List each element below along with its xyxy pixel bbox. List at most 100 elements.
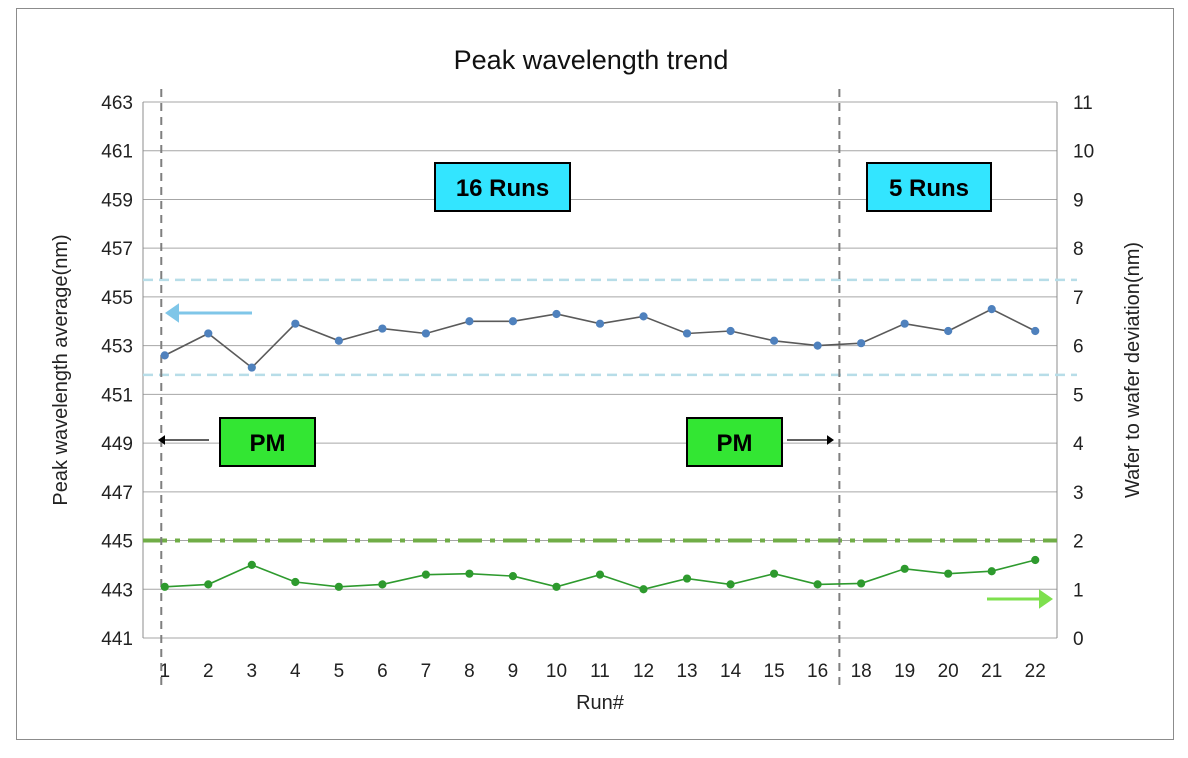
wavelength-point — [421, 329, 431, 338]
right-axis-arrow-head — [1039, 589, 1053, 609]
annotation-pm-right-label: PM — [717, 430, 753, 457]
annotation-5-runs-label: 5 Runs — [889, 175, 969, 202]
left-axis-arrow-head — [165, 303, 179, 323]
wavelength-point — [944, 326, 953, 336]
left-tick-label: 447 — [101, 483, 133, 504]
chart-frame: 441 443 445 447 449 451 453 455 457 459 461 463 0 1 2 3… — [16, 8, 1174, 740]
deviation-point — [944, 569, 953, 578]
wavelength-point — [378, 324, 387, 333]
wavelength-point — [160, 351, 169, 360]
x-tick-label: 6 — [377, 661, 388, 682]
deviation-point — [1031, 555, 1040, 565]
wavelength-point — [595, 319, 605, 328]
annotation-pm-left-box — [219, 417, 316, 467]
x-tick-label: 4 — [290, 661, 301, 682]
x-tick-label: 7 — [421, 661, 432, 682]
pm-left-arrow-head — [158, 435, 165, 445]
x-tick-label: 1 — [159, 661, 170, 682]
x-tick-label: 3 — [247, 661, 258, 682]
deviation-point — [421, 570, 431, 579]
x-tick-label: 2 — [203, 661, 214, 682]
x-tick-label: 22 — [1025, 661, 1046, 682]
deviation-point — [160, 582, 169, 591]
left-tick-label: 443 — [101, 580, 133, 601]
y-axis-title: Peak wavelength average(nm) — [50, 234, 72, 505]
x-tick-label: 12 — [633, 661, 654, 682]
right-tick-label: 0 — [1073, 629, 1084, 650]
deviation-point — [857, 579, 866, 588]
annotation-pm-right-box — [686, 417, 783, 467]
wavelength-point — [682, 329, 692, 338]
right-tick-label: 5 — [1073, 385, 1084, 406]
deviation-point — [334, 582, 343, 591]
x-tick-label: 16 — [807, 661, 828, 682]
right-tick-label: 8 — [1073, 239, 1084, 260]
right-tick-label: 2 — [1073, 532, 1084, 553]
x-tick-label: 20 — [938, 661, 959, 682]
pm-right-arrow-head — [827, 435, 834, 445]
right-tick-label: 3 — [1073, 483, 1084, 504]
right-tick-label: 10 — [1073, 142, 1094, 163]
left-tick-label: 459 — [101, 190, 133, 211]
wavelength-point — [813, 341, 822, 350]
wavelength-point — [204, 329, 213, 338]
wavelength-point — [465, 317, 474, 326]
wavelength-point — [1031, 326, 1040, 336]
wavelength-point — [639, 312, 648, 321]
deviation-point — [291, 577, 300, 587]
deviation-point — [769, 569, 779, 578]
deviation-point — [204, 580, 213, 589]
x-axis-title: Run# — [576, 692, 625, 714]
wavelength-point — [857, 339, 866, 348]
deviation-point — [508, 572, 518, 581]
annotation-16-runs-label: 16 Runs — [456, 175, 549, 202]
left-tick-label: 463 — [101, 93, 133, 114]
x-tick-label: 13 — [676, 661, 697, 682]
deviation-point — [726, 580, 735, 589]
deviation-point — [987, 567, 996, 576]
wavelength-point — [769, 336, 779, 345]
wavelength-point — [291, 319, 300, 328]
left-tick-label: 461 — [101, 142, 133, 163]
right-tick-label: 1 — [1073, 580, 1084, 601]
wavelength-point — [726, 326, 735, 336]
wavelength-point — [987, 304, 996, 314]
x-tick-label: 14 — [720, 661, 742, 682]
wavelength-point — [247, 363, 256, 372]
deviation-point — [378, 580, 387, 589]
x-tick-label: 9 — [508, 661, 519, 682]
series-line-wavelength — [164, 308, 1036, 369]
x-tick-label: 8 — [464, 661, 475, 682]
chart-title: Peak wavelength trend — [454, 45, 729, 75]
wavelength-point — [508, 317, 518, 326]
deviation-point — [813, 580, 822, 589]
annotation-pm-left-label: PM — [250, 430, 286, 457]
annotation-5-runs-box — [866, 162, 992, 212]
right-tick-label: 11 — [1073, 93, 1093, 114]
x-tick-label: 10 — [546, 661, 567, 682]
annotation-16-runs-box — [434, 162, 571, 212]
x-tick-label: 11 — [590, 661, 610, 682]
left-tick-label: 441 — [101, 629, 133, 650]
y2-axis-title: Wafer to wafer deviation(nm) — [1122, 242, 1144, 498]
left-tick-label: 457 — [101, 239, 133, 260]
right-tick-label: 4 — [1073, 434, 1084, 455]
deviation-point — [247, 560, 256, 570]
left-tick-label: 455 — [101, 288, 133, 309]
x-tick-label: 19 — [894, 661, 915, 682]
wavelength-point — [334, 336, 343, 345]
deviation-point — [639, 585, 648, 594]
wavelength-point — [900, 319, 909, 328]
x-tick-label: 5 — [334, 661, 345, 682]
wavelength-point — [552, 309, 561, 319]
chart-svg: 4414434454474494514534554574594614630123… — [50, 45, 1144, 714]
x-tick-label: 15 — [764, 661, 785, 682]
right-tick-label: 7 — [1073, 288, 1084, 309]
left-tick-label: 453 — [101, 337, 133, 358]
deviation-point — [900, 564, 909, 573]
deviation-point — [595, 570, 605, 579]
deviation-point — [682, 574, 692, 583]
right-tick-label: 9 — [1073, 190, 1084, 211]
deviation-point — [465, 569, 474, 578]
deviation-point — [552, 582, 561, 591]
